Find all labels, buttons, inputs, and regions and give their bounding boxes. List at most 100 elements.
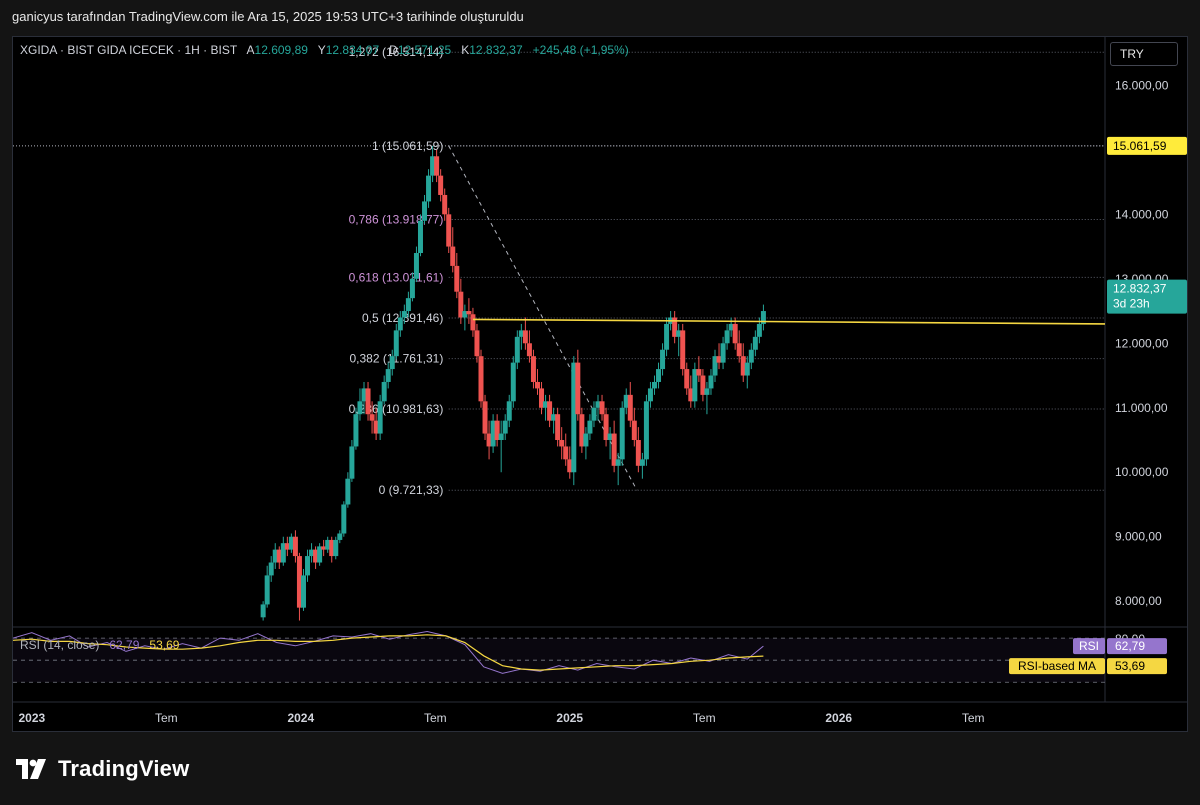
candle-body — [736, 343, 742, 357]
candle-body — [603, 414, 609, 441]
candle-body — [510, 362, 516, 402]
candle-body — [466, 311, 472, 315]
candle-body — [409, 278, 415, 299]
candle-body — [381, 381, 387, 402]
rsi-name-label: RSI — [1079, 639, 1099, 653]
candle-body — [321, 546, 327, 550]
rsi-indicator-name[interactable]: RSI (14, close) — [20, 638, 100, 652]
candle-body — [373, 420, 379, 434]
candle-body — [579, 414, 585, 447]
candle-body — [264, 575, 270, 605]
candle-body — [656, 369, 662, 382]
high-value: 12.834,07 — [325, 43, 380, 57]
candle-body — [288, 536, 294, 550]
time-tick-label: Tem — [424, 711, 447, 725]
candle-body — [732, 323, 738, 344]
rsi-name-tag — [1073, 638, 1105, 655]
candle-body — [704, 388, 710, 395]
highlight-price-tag — [1107, 136, 1187, 155]
candle-body — [345, 478, 351, 505]
candle-body — [325, 539, 331, 550]
candle-body — [280, 543, 286, 563]
candle-body — [740, 356, 746, 376]
candle-body — [611, 433, 617, 466]
rsi-ma-name-tag — [1009, 658, 1105, 675]
candle-body — [417, 220, 423, 254]
fib-level-label: 0,236 (10.981,63) — [349, 402, 444, 416]
last-price-tag — [1107, 279, 1187, 314]
candle-body — [470, 314, 476, 331]
candle-body — [651, 381, 657, 389]
symbol-name[interactable]: XGIDA · BIST GIDA ICECEK · 1H · BIST — [20, 43, 238, 57]
price-tick-label: 8.000,00 — [1115, 594, 1162, 608]
rsi-ma-value-label: 53,69 — [1115, 659, 1145, 673]
candle-body — [450, 246, 456, 266]
candle-body — [530, 356, 536, 382]
candle-body — [486, 433, 492, 447]
candle-body — [547, 401, 553, 421]
candle-body — [422, 201, 428, 221]
candle-body — [490, 420, 496, 447]
price-tick-label: 10.000,00 — [1115, 465, 1169, 479]
currency-selector[interactable]: TRY — [1110, 42, 1178, 66]
candle-body — [664, 323, 670, 350]
price-tick-label: 11.000,00 — [1115, 401, 1168, 415]
close-value: 12.832,37 — [469, 43, 523, 57]
candle-body — [643, 401, 649, 460]
candle-body — [688, 388, 694, 402]
candle-body — [276, 549, 282, 563]
fib-level-label: 0,786 (13.918,77) — [349, 213, 444, 227]
candle-body — [438, 175, 444, 195]
candle-body — [305, 556, 311, 576]
change-value: +245,48 (+1,95%) — [532, 43, 629, 57]
candle-body — [748, 349, 754, 363]
tradingview-logo-icon — [16, 759, 46, 779]
candle-body — [518, 330, 524, 337]
open-label: A — [246, 43, 255, 57]
candle-body — [506, 401, 512, 421]
candle-body — [454, 265, 460, 292]
candle-body — [482, 401, 488, 434]
fib-anchor-line — [448, 145, 638, 491]
candle-body — [377, 401, 383, 434]
candle-body — [317, 546, 323, 563]
candle-body — [647, 388, 653, 402]
candle-body — [474, 330, 480, 357]
candle-body — [401, 311, 407, 318]
time-tick-label: 2025 — [556, 711, 583, 725]
last-price-label: 12.832,37 — [1113, 282, 1167, 296]
time-tick-label: Tem — [155, 711, 178, 725]
candle-body — [752, 336, 758, 350]
brand-name: TradingView — [58, 756, 190, 781]
candle-body — [534, 381, 540, 389]
candle-body — [563, 446, 569, 460]
candle-body — [309, 549, 315, 557]
candle-body — [684, 369, 690, 389]
candle-body — [720, 343, 726, 363]
tradingview-logo[interactable]: TradingView — [14, 756, 189, 782]
candle-body — [389, 356, 395, 370]
highlight-price-label: 15.061,59 — [1113, 139, 1167, 153]
chart-canvas[interactable]: 1,272 (16.514,14) 1 (15.061,59) 0,786 (13.… — [13, 37, 1188, 732]
candle-body — [627, 394, 633, 421]
candle-body — [333, 539, 339, 557]
time-tick-label: 2023 — [18, 711, 45, 725]
candle-body — [700, 375, 706, 395]
candle-body — [619, 407, 625, 460]
candle-body — [260, 604, 266, 618]
candle-body — [522, 330, 528, 344]
rsi-legend: RSI (14, close) 62,79 53,69 — [20, 638, 179, 652]
candle-body — [434, 156, 440, 176]
candle-body — [591, 407, 597, 421]
open-value: 12.609,89 — [254, 43, 308, 57]
chart-frame[interactable]: 1,272 (16.514,14) 1 (15.061,59) 0,786 (13.… — [12, 36, 1188, 732]
close-label: K — [461, 43, 470, 57]
candle-body — [595, 401, 601, 408]
candle-body — [397, 317, 403, 331]
candle-body — [672, 317, 678, 337]
candle-body — [599, 401, 605, 415]
candle-body — [728, 323, 734, 331]
candle-body — [361, 388, 367, 402]
candle-body — [756, 323, 762, 337]
candle-body — [712, 356, 718, 376]
